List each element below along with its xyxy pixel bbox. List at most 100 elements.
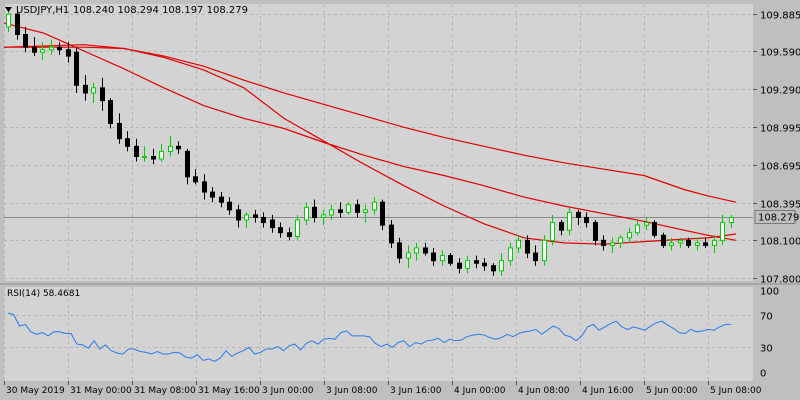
- candle-body: [508, 247, 513, 262]
- candle: [567, 207, 572, 236]
- candle-body: [703, 242, 708, 246]
- candle-body: [516, 239, 521, 249]
- candle-body: [448, 255, 453, 264]
- triangle-down-icon[interactable]: [5, 7, 12, 12]
- moving-average-line: [4, 46, 737, 203]
- time-axis: 30 May 2019 31 May 00:00 31 May 08:00 31 Ma…: [4, 381, 762, 396]
- candle: [440, 250, 445, 266]
- candle-body: [32, 46, 37, 53]
- time-tick-label: 4 Jun 08:00: [518, 386, 570, 396]
- rsi-tick-label: 0: [760, 369, 766, 380]
- candle: [66, 42, 71, 63]
- candle: [414, 242, 419, 261]
- candle-body: [601, 239, 606, 246]
- candle: [91, 82, 96, 104]
- candle-body: [108, 100, 113, 124]
- candle: [142, 146, 147, 162]
- candle-body: [635, 224, 640, 234]
- candle: [550, 214, 555, 246]
- candle: [244, 212, 249, 228]
- candle: [23, 26, 28, 53]
- symbol-header: USDJPY,H1: [16, 5, 69, 16]
- candle: [210, 186, 215, 203]
- candle: [219, 192, 224, 208]
- candle-body: [491, 265, 496, 272]
- candle-body: [457, 262, 462, 269]
- candle: [431, 247, 436, 266]
- candle-body: [550, 222, 555, 241]
- candle-body: [372, 201, 377, 211]
- candle: [618, 235, 623, 248]
- candle-body: [312, 206, 317, 218]
- candle-body: [253, 214, 258, 218]
- last-price-label: 108.279: [754, 210, 799, 224]
- candle-body: [40, 49, 45, 53]
- price-tick-label: 109.290: [760, 86, 800, 97]
- candle-body: [244, 214, 249, 221]
- candle: [397, 237, 402, 264]
- candlestick-series: [6, 9, 734, 276]
- candle-body: [610, 242, 615, 246]
- time-tick-label: 4 Jun 00:00: [454, 386, 506, 396]
- rsi-series: [7, 312, 731, 362]
- time-tick-label: 5 Jun 00:00: [646, 386, 698, 396]
- candle-body: [142, 155, 147, 158]
- rsi-pane[interactable]: 100 70 30 0 RSI(14) 58.4681: [4, 287, 779, 382]
- candle-body: [661, 234, 666, 246]
- candle: [661, 232, 666, 248]
- candle-body: [389, 224, 394, 244]
- price-tick-label: 107.800: [760, 275, 800, 286]
- candle-body: [559, 222, 564, 231]
- candle: [389, 220, 394, 248]
- candle-body: [567, 211, 572, 231]
- candle-body: [482, 262, 487, 267]
- candle: [176, 141, 181, 154]
- candle-body: [533, 252, 538, 262]
- price-tick-label: 108.395: [760, 200, 800, 211]
- rsi-tick-label: 30: [760, 344, 773, 355]
- candle: [406, 245, 411, 269]
- candle: [644, 217, 649, 231]
- candle: [635, 220, 640, 236]
- candle-body: [499, 260, 504, 272]
- candle: [270, 214, 275, 233]
- candle-body: [210, 191, 215, 198]
- candle-body: [287, 232, 292, 238]
- candle: [695, 237, 700, 251]
- candle: [117, 113, 122, 144]
- candle: [380, 199, 385, 231]
- candle: [686, 237, 691, 248]
- candle-body: [83, 84, 88, 94]
- price-grid: [4, 4, 753, 281]
- rsi-grid: [4, 287, 753, 381]
- candle: [253, 209, 258, 223]
- candle-body: [227, 201, 232, 211]
- candle: [32, 37, 37, 57]
- price-tick-label: 109.885: [760, 11, 800, 22]
- candle-body: [57, 46, 62, 51]
- candle-body: [576, 211, 581, 218]
- candle: [159, 143, 164, 162]
- candle-body: [525, 239, 530, 254]
- time-tick-label: 5 Jun 08:00: [710, 386, 762, 396]
- candle-body: [406, 252, 411, 259]
- candle: [525, 235, 530, 259]
- last-price-label-text: 108.279: [758, 213, 799, 224]
- candle: [40, 42, 45, 60]
- main-price-pane[interactable]: 109.885 109.590 109.290 108.995 108.695 108.3…: [3, 4, 800, 286]
- candle-body: [712, 239, 717, 246]
- candle-body: [414, 247, 419, 254]
- candle-body: [440, 255, 445, 262]
- candle-body: [168, 145, 173, 152]
- candle-body: [185, 150, 190, 178]
- candle: [482, 258, 487, 271]
- candle-body: [423, 247, 428, 254]
- candle: [168, 136, 173, 157]
- candle: [542, 235, 547, 266]
- candle: [227, 197, 232, 215]
- candle: [559, 220, 564, 236]
- candle-body: [66, 49, 71, 57]
- time-tick-label: 3 Jun 08:00: [326, 386, 378, 396]
- moving-average-line: [3, 44, 737, 245]
